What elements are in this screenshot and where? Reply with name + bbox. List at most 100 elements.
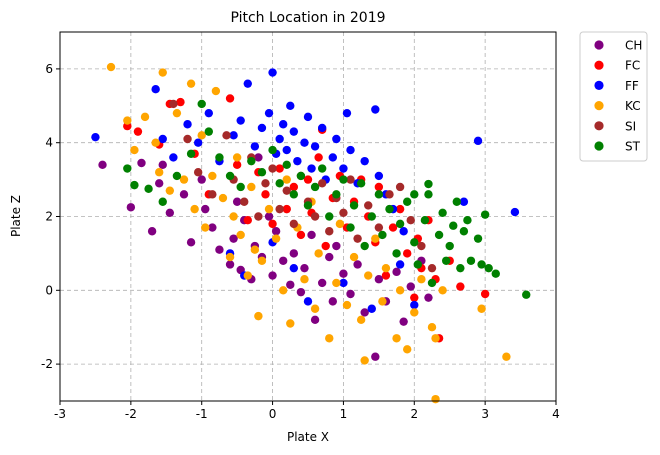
data-point (303, 297, 313, 306)
data-point (293, 156, 302, 166)
data-point (300, 263, 309, 273)
data-point (473, 234, 483, 243)
data-point (106, 62, 116, 72)
data-point (155, 168, 164, 177)
data-point (310, 315, 320, 325)
data-point (349, 252, 359, 262)
data-point (271, 234, 281, 243)
data-point (218, 193, 228, 203)
y-tick-label: 4 (45, 136, 53, 150)
data-point (381, 271, 391, 280)
data-point (374, 171, 384, 181)
data-point (371, 352, 380, 361)
data-point (303, 112, 313, 122)
data-point (268, 145, 277, 155)
data-point (381, 263, 391, 273)
data-point (201, 204, 210, 214)
data-point (165, 208, 175, 218)
data-point (371, 234, 380, 243)
legend-marker-ch (594, 40, 604, 50)
data-point (346, 289, 355, 299)
data-point (264, 212, 274, 221)
data-point (310, 212, 320, 221)
data-point (257, 123, 267, 133)
data-point (158, 197, 167, 206)
data-point (364, 201, 373, 210)
data-point (399, 317, 408, 326)
data-point (310, 304, 320, 313)
y-axis-label: Plate Z (9, 195, 23, 237)
data-point (314, 153, 323, 162)
data-point (179, 190, 189, 199)
series-st (123, 99, 531, 299)
legend-marker-ff (594, 80, 604, 90)
data-point (452, 197, 461, 206)
data-point (130, 180, 139, 190)
data-point (289, 219, 299, 229)
data-point (300, 138, 309, 147)
data-point (431, 394, 440, 404)
data-point (261, 190, 270, 199)
data-point (353, 260, 362, 269)
data-point (279, 286, 288, 295)
data-point (356, 179, 366, 188)
data-point (232, 153, 242, 162)
data-point (332, 134, 341, 144)
data-point (289, 190, 299, 199)
data-point (172, 108, 182, 118)
data-point (441, 256, 451, 265)
x-tick-label: 3 (481, 407, 489, 421)
data-point (424, 190, 433, 199)
data-point (459, 227, 469, 236)
data-point (321, 241, 330, 251)
data-point (325, 212, 334, 221)
data-point (215, 245, 224, 254)
data-point (431, 334, 440, 343)
y-tick-label: 2 (45, 210, 53, 224)
legend-marker-fc (594, 60, 604, 70)
data-point (296, 287, 306, 297)
x-tick-label: 4 (552, 407, 560, 421)
data-point (264, 204, 274, 214)
data-point (356, 315, 366, 325)
data-point (140, 112, 150, 122)
data-point (410, 308, 419, 317)
data-point (243, 79, 252, 88)
data-point (395, 260, 405, 269)
data-point (186, 238, 196, 247)
data-point (229, 234, 238, 243)
data-point (247, 182, 256, 192)
data-point (190, 204, 199, 214)
data-point (325, 227, 334, 236)
data-point (133, 127, 143, 136)
data-point (236, 116, 245, 125)
data-point (123, 116, 132, 125)
data-point (502, 352, 511, 361)
data-point (317, 123, 327, 133)
data-point (126, 203, 136, 212)
data-point (197, 99, 206, 109)
data-point (268, 271, 277, 280)
data-point (250, 142, 260, 151)
data-point (197, 175, 206, 184)
data-point (257, 168, 267, 177)
data-point (215, 153, 224, 162)
data-point (307, 164, 316, 173)
data-point (367, 304, 376, 313)
data-point (225, 94, 235, 103)
x-tick-label: -3 (54, 407, 66, 421)
data-point (225, 260, 235, 269)
data-point (193, 138, 203, 147)
data-point (158, 160, 167, 170)
x-axis-ticks: -3 -2 -1 0 1 2 3 4 (54, 401, 560, 421)
data-point (123, 164, 132, 173)
data-point (360, 241, 369, 251)
y-tick-label: -2 (41, 357, 53, 371)
data-point (151, 84, 160, 94)
data-point (264, 108, 274, 118)
data-point (211, 86, 221, 96)
y-axis-ticks: -2 0 2 4 6 (41, 62, 60, 371)
data-point (392, 267, 401, 277)
data-point (317, 179, 327, 188)
data-point (261, 179, 270, 188)
